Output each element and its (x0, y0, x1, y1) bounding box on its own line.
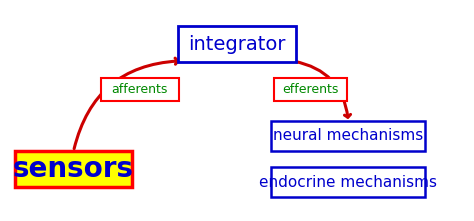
Text: neural mechanisms: neural mechanisms (273, 128, 423, 143)
Text: sensors: sensors (13, 155, 134, 183)
FancyBboxPatch shape (178, 26, 296, 62)
Text: efferents: efferents (283, 83, 338, 96)
FancyBboxPatch shape (274, 78, 347, 101)
FancyBboxPatch shape (16, 151, 132, 187)
FancyBboxPatch shape (271, 168, 425, 197)
Text: afferents: afferents (112, 83, 168, 96)
Text: integrator: integrator (188, 35, 286, 54)
FancyBboxPatch shape (271, 121, 425, 151)
FancyBboxPatch shape (100, 78, 179, 101)
Text: endocrine mechanisms: endocrine mechanisms (259, 175, 438, 190)
